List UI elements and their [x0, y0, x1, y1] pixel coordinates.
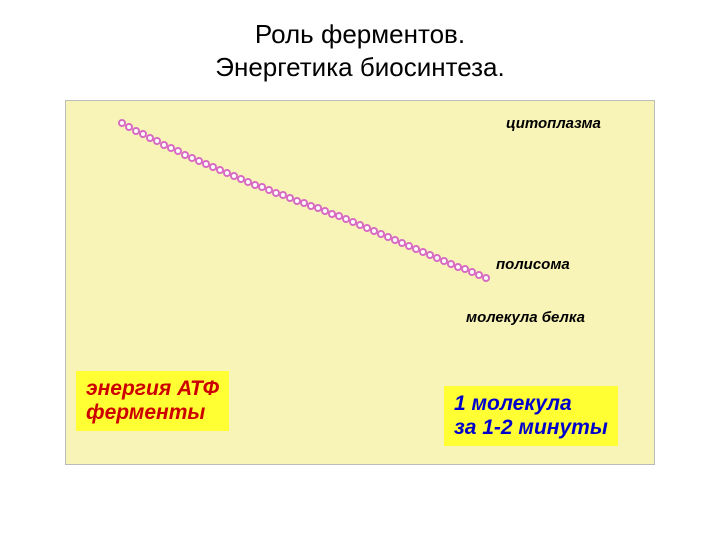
box-left-line1: энергия АТФ — [86, 377, 219, 400]
label-polysome: полисома — [496, 256, 570, 273]
label-cytoplasm: цитоплазма — [506, 115, 601, 132]
polysome-diagram: цитоплазма полисома молекула белка энерг… — [65, 100, 655, 465]
box-right-line2: за 1-2 минуты — [454, 416, 608, 439]
title-line-1: Роль ферментов. — [255, 19, 465, 49]
box-right-line1: 1 молекула — [454, 392, 572, 415]
box-left-line2: ферменты — [86, 401, 205, 424]
title-line-2: Энергетика биосинтеза. — [215, 52, 504, 82]
molecule-rate-box: 1 молекула за 1-2 минуты — [444, 386, 618, 446]
label-protein: молекула белка — [466, 309, 585, 326]
energy-atp-box: энергия АТФ ферменты — [76, 371, 229, 431]
